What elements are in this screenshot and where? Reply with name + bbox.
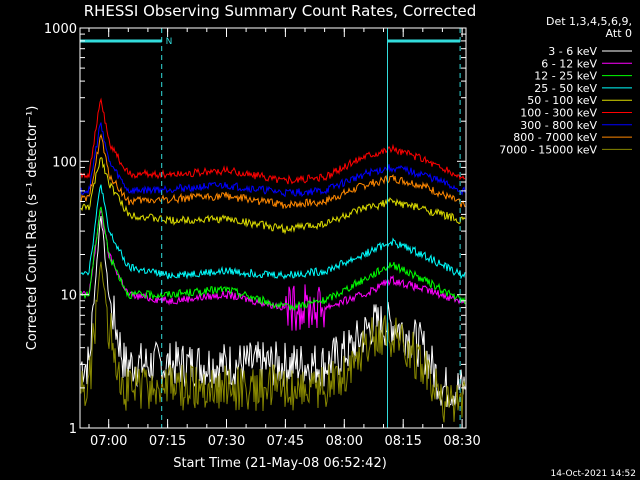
legend-label-4: 50 - 100 keV	[527, 94, 597, 107]
y-tick-label: 1	[69, 422, 77, 437]
x-tick-label: 07:15	[149, 434, 186, 449]
footer-timestamp: 14-Oct-2021 14:52	[551, 469, 636, 479]
legend-label-8: 7000 - 15000 keV	[499, 143, 597, 156]
x-tick-label: 07:00	[90, 434, 127, 449]
y-tick-label: 100	[52, 155, 77, 170]
legend-label-6: 300 - 800 keV	[520, 119, 597, 132]
y-axis: 1 10 100 1000	[44, 22, 466, 437]
plot-frame	[79, 27, 467, 429]
series-line-2	[80, 206, 466, 311]
series-line-0	[80, 216, 466, 408]
legend-header-detectors: Det 1,3,4,5,6,9,	[546, 15, 632, 28]
x-axis: 07:00 07:15 07:30 07:45 08:00 08:15 08:30	[88, 28, 481, 449]
legend-label-0: 3 - 6 keV	[548, 45, 597, 58]
x-tick-label: 07:45	[267, 434, 304, 449]
series-line-8	[80, 261, 466, 423]
x-tick-label: 08:30	[443, 434, 480, 449]
x-tick-label: 08:15	[384, 434, 421, 449]
legend-label-1: 6 - 12 keV	[541, 57, 597, 70]
y-tick-label: 10	[60, 289, 77, 304]
y-tick-label: 1000	[44, 22, 77, 37]
series-line-1	[80, 209, 465, 331]
chart-title: RHESSI Observing Summary Count Rates, Co…	[84, 2, 477, 20]
series-line-4	[80, 156, 466, 235]
legend-label-5: 100 - 300 keV	[520, 107, 597, 120]
legend-header-attenuator: Att 0	[606, 27, 632, 40]
x-tick-label: 08:00	[326, 434, 363, 449]
marker-flag-label: N	[166, 37, 173, 47]
legend-label-2: 12 - 25 keV	[534, 70, 597, 83]
x-axis-label: Start Time (21-May-08 06:52:42)	[173, 456, 387, 471]
series-layer	[80, 97, 466, 423]
y-axis-label: Corrected Count Rate (s⁻¹ detector⁻¹)	[25, 106, 40, 351]
series-line-7	[80, 133, 466, 209]
legend-label-3: 25 - 50 keV	[534, 82, 597, 95]
series-line-3	[80, 184, 466, 280]
x-tick-label: 07:30	[208, 434, 245, 449]
series-line-6	[80, 122, 466, 198]
series-line-5	[80, 97, 466, 185]
legend-label-7: 800 - 7000 keV	[513, 131, 597, 144]
